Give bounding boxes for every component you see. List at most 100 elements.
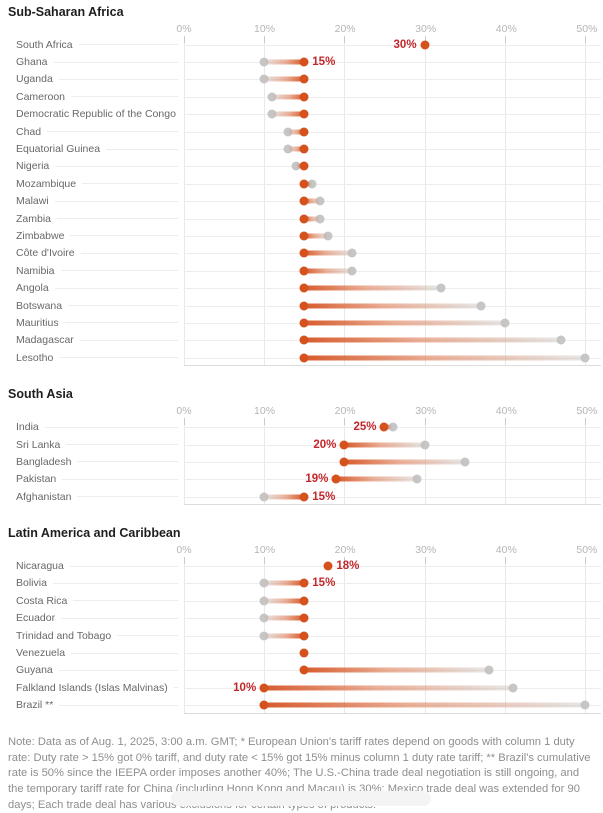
country-label: Bolivia — [16, 577, 47, 590]
row-label: Chad — [0, 123, 184, 140]
current-rate-dot[interactable] — [299, 248, 309, 258]
plot-area: India 25% Sri Lanka 20% Bangladesh Pakistan 19… — [0, 418, 603, 506]
current-rate-dot[interactable] — [331, 474, 341, 484]
previous-rate-dot[interactable] — [307, 179, 317, 189]
current-rate-dot[interactable] — [299, 613, 309, 623]
axis-tick-mark — [424, 557, 426, 565]
previous-rate-dot[interactable] — [556, 335, 566, 345]
current-rate-dot[interactable] — [299, 648, 309, 658]
current-rate-dot[interactable] — [339, 457, 349, 467]
country-label: India — [16, 421, 39, 434]
axis-header: 0% 10% 20% 30% 40% 50% — [176, 544, 603, 557]
leader-line — [59, 357, 178, 359]
current-rate-dot[interactable] — [259, 700, 269, 710]
axis-tick-label: 50% — [576, 23, 598, 35]
current-rate-dot[interactable] — [299, 631, 309, 641]
row-gridline — [184, 253, 601, 255]
current-rate-dot[interactable] — [299, 74, 309, 84]
previous-rate-dot[interactable] — [580, 353, 590, 363]
previous-rate-dot[interactable] — [508, 683, 518, 693]
previous-rate-dot[interactable] — [500, 318, 510, 328]
row-track — [184, 697, 601, 714]
previous-rate-dot[interactable] — [476, 301, 486, 311]
current-rate-dot[interactable] — [299, 353, 309, 363]
leader-line — [58, 78, 178, 80]
current-rate-dot[interactable] — [379, 422, 389, 432]
change-connector — [264, 685, 513, 691]
current-rate-dot[interactable] — [299, 318, 309, 328]
current-rate-dot[interactable] — [299, 283, 309, 293]
leader-line — [60, 270, 178, 272]
country-label: Falkland Islands (Islas Malvinas) — [16, 681, 168, 694]
current-rate-dot[interactable] — [299, 161, 309, 171]
row-gridline — [184, 618, 601, 620]
current-rate-dot[interactable] — [299, 301, 309, 311]
previous-rate-dot[interactable] — [484, 665, 494, 675]
chart-section: Latin America and Caribbean 0% 10% 20% 30% 40… — [0, 526, 603, 714]
previous-rate-dot[interactable] — [347, 248, 357, 258]
row-gridline — [184, 653, 601, 655]
change-connector — [344, 442, 425, 447]
country-label: Brazil ** — [16, 699, 54, 712]
chart-row: Brazil ** — [0, 697, 603, 714]
current-rate-dot[interactable] — [299, 231, 309, 241]
chart-row: Chad — [0, 123, 603, 140]
chart-row: Equatorial Guinea — [0, 140, 603, 157]
row-gridline — [184, 183, 601, 185]
axis-tick-mark — [424, 36, 426, 43]
row-track: 15% — [184, 575, 601, 592]
previous-rate-dot[interactable] — [315, 214, 325, 224]
axis-tick-mark — [264, 418, 266, 426]
country-label: Afghanistan — [16, 490, 72, 503]
country-label: Côte d'Ivoire — [16, 247, 75, 260]
previous-rate-dot[interactable] — [347, 266, 357, 276]
leader-line — [47, 131, 178, 133]
axis-baseline — [184, 712, 601, 714]
current-rate-dot[interactable] — [299, 179, 309, 189]
change-connector — [272, 94, 305, 100]
previous-rate-dot[interactable] — [315, 196, 325, 206]
current-rate-dot[interactable] — [299, 92, 309, 102]
current-rate-dot[interactable] — [299, 578, 309, 588]
current-rate-dot[interactable] — [299, 196, 309, 206]
previous-rate-dot[interactable] — [323, 231, 333, 241]
chart-row: Bangladesh — [0, 453, 603, 470]
axis-tick-label: 10% — [254, 544, 276, 557]
change-connector — [304, 303, 481, 309]
current-rate-dot[interactable] — [420, 40, 430, 50]
current-rate-dot[interactable] — [259, 683, 269, 693]
previous-rate-dot[interactable] — [436, 283, 446, 293]
current-rate-dot[interactable] — [299, 57, 309, 67]
row-track — [184, 349, 601, 366]
previous-rate-dot[interactable] — [420, 440, 430, 449]
row-gridline — [184, 600, 601, 602]
row-label: Democratic Republic of the Congo — [0, 106, 184, 123]
row-gridline — [184, 270, 601, 272]
country-label: South Africa — [16, 38, 73, 51]
axis-tick-mark — [344, 557, 346, 565]
current-rate-dot[interactable] — [339, 440, 349, 449]
current-rate-dot[interactable] — [299, 109, 309, 119]
current-rate-dot[interactable] — [299, 214, 309, 224]
current-rate-dot[interactable] — [299, 665, 309, 675]
current-rate-dot[interactable] — [299, 144, 309, 154]
previous-rate-dot[interactable] — [460, 457, 470, 467]
chart-row: Madagascar — [0, 332, 603, 349]
axis-tick-label: 0% — [176, 405, 192, 418]
current-rate-dot[interactable] — [299, 492, 309, 502]
row-track — [184, 245, 601, 262]
previous-rate-dot[interactable] — [412, 474, 422, 484]
axis-tick-label: 50% — [576, 544, 598, 557]
current-rate-dot[interactable] — [299, 266, 309, 276]
change-connector — [304, 355, 585, 361]
previous-rate-dot[interactable] — [580, 700, 590, 710]
previous-rate-dot[interactable] — [388, 422, 397, 432]
row-track: 18% — [184, 557, 601, 574]
current-rate-dot[interactable] — [299, 596, 309, 606]
row-gridline — [184, 131, 601, 133]
row-label: Zambia — [0, 210, 184, 227]
current-rate-dot[interactable] — [299, 127, 309, 137]
current-rate-dot[interactable] — [299, 335, 309, 345]
current-rate-dot[interactable] — [323, 561, 333, 571]
row-gridline — [184, 201, 601, 203]
